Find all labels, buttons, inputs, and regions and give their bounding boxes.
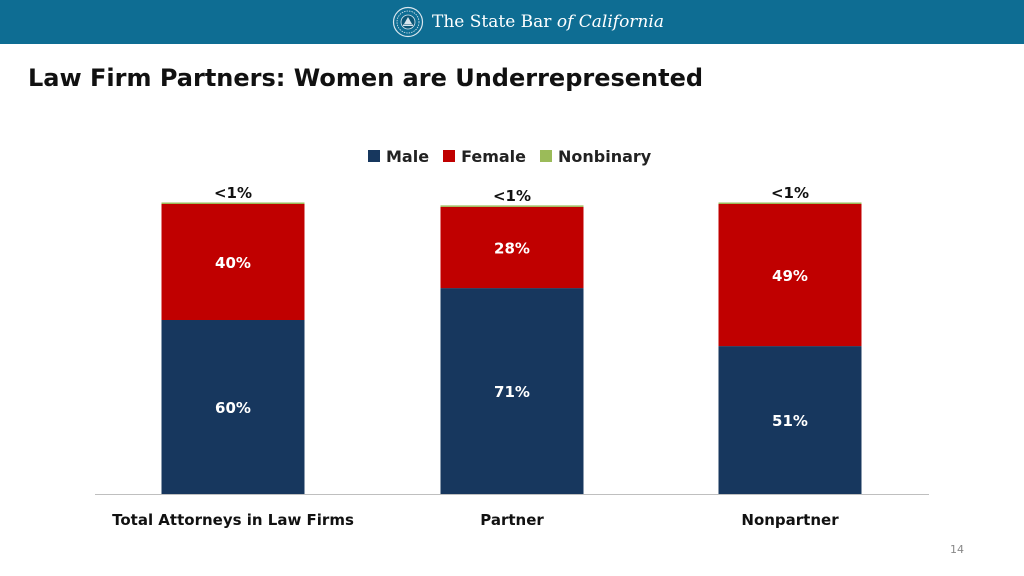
legend-label: Female [461, 146, 526, 166]
legend-swatch [443, 150, 456, 162]
chart-legend: Male Female Nonbinary [368, 146, 665, 166]
legend-swatch [368, 150, 380, 162]
header-bar: The State Bar of California [0, 0, 1024, 44]
data-label-male: 60% [215, 399, 251, 417]
brand-name: The State Bar of California [432, 12, 664, 32]
legend-item-male: Male [368, 147, 429, 166]
category-label: Nonpartner [741, 511, 839, 529]
legend-item-female: Female [443, 147, 526, 166]
data-label-female: 40% [215, 254, 251, 272]
data-label-nonbinary: <1% [214, 184, 252, 202]
state-bar-seal-icon [392, 6, 424, 38]
legend-label: Male [386, 146, 430, 166]
legend-label: Nonbinary [558, 146, 652, 166]
logo: The State Bar of California [392, 5, 664, 39]
category-label: Partner [480, 511, 544, 529]
bar-male-1 [440, 288, 584, 494]
data-label-male: 71% [494, 383, 530, 401]
bar-male-0 [161, 320, 305, 494]
data-label-nonbinary: <1% [493, 187, 531, 205]
brand-italic: of California [556, 12, 664, 32]
page-number: 14 [950, 543, 964, 556]
bar-nonbinary-2 [718, 202, 862, 204]
bar-nonbinary-0 [161, 202, 305, 204]
bar-nonbinary-1 [440, 205, 584, 207]
category-label: Total Attorneys in Law Firms [112, 511, 354, 529]
bar-female-1 [440, 206, 584, 289]
data-label-male: 51% [772, 412, 808, 430]
bar-male-2 [718, 346, 862, 494]
data-label-female: 49% [772, 267, 808, 285]
data-label-female: 28% [494, 240, 530, 258]
bar-female-0 [161, 204, 305, 320]
data-label-nonbinary: <1% [771, 184, 809, 202]
bar-female-2 [718, 204, 862, 347]
legend-swatch [540, 150, 552, 162]
legend-item-nonbinary: Nonbinary [540, 147, 651, 166]
brand-main: The State Bar [432, 12, 557, 32]
page-title: Law Firm Partners: Women are Underrepres… [28, 64, 704, 92]
